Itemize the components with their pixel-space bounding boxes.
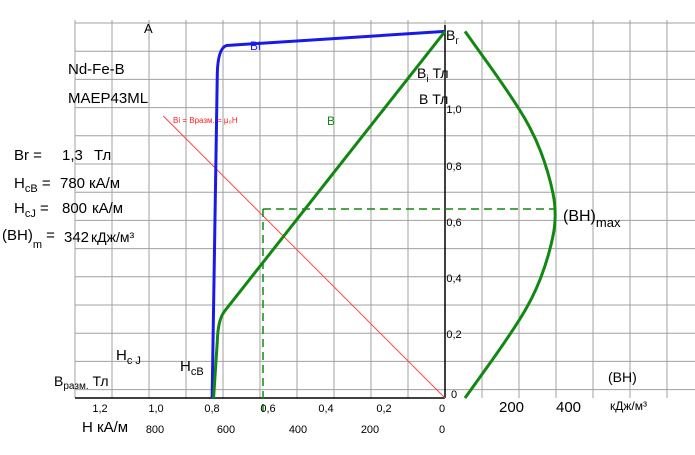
b-razm-tick: 0,6 (260, 403, 275, 415)
material-label: Nd-Fe-B (68, 61, 125, 78)
point-a-label: A (144, 21, 153, 36)
bi-axis-label: Bi Тл (417, 65, 449, 85)
bh-tick-400: 400 (556, 399, 581, 416)
h-tick: 400 (289, 424, 307, 436)
right-b-tick: 1,0 (446, 104, 461, 116)
hcj-unit: кА/м (92, 200, 123, 217)
b-axis-label: B Тл (419, 91, 448, 107)
hcb-name: HcB = (14, 175, 51, 195)
br-right-label: Bг (446, 27, 459, 47)
b-curve-label: B (327, 114, 335, 128)
right-b-tick: 0 (451, 389, 457, 401)
hcb-unit: кА/м (89, 175, 120, 192)
series-bh-curve (463, 30, 557, 399)
bi-curve-label: Bi (250, 39, 261, 53)
right-b-tick: 0,4 (446, 273, 461, 285)
hcb-value: 780 (60, 175, 85, 192)
hcj-curve-label: Hc J (116, 347, 141, 367)
b-razm-tick: 0 (439, 403, 445, 415)
bhm-unit: кДж/м³ (91, 229, 134, 245)
red-line-label: Bi = Bразм. = μ₀H (173, 116, 238, 125)
br-name: Br = (14, 147, 42, 164)
bhm-name: (BH)m = (2, 227, 55, 251)
h-tick: 0 (439, 424, 445, 436)
h-tick: 600 (217, 424, 235, 436)
grade-label: MAEP43ML (68, 90, 148, 107)
tick-labels: 1,2 1,0 0,8 0,6 0,4 0,2 0 800 600 400 200 0 1,0 0,8 0,… (92, 104, 461, 436)
b-razm-tick: 0,2 (376, 403, 391, 415)
right-b-tick: 0,2 (446, 329, 461, 341)
h-axis-label: H кА/м (82, 419, 128, 436)
bh-unit-label: кДж/м³ (610, 399, 647, 413)
series-bi-line (210, 29, 446, 399)
h-tick: 200 (361, 424, 379, 436)
series-bi-eq-mu0h-line (162, 115, 446, 399)
b-razm-tick: 0,8 (204, 403, 219, 415)
right-b-tick: 0,8 (446, 161, 461, 173)
hcj-value: 800 (62, 200, 87, 217)
bh-max-label: (BH)max (563, 208, 621, 230)
bhm-value: 342 (64, 229, 89, 246)
hcj-name: HcJ = (14, 200, 49, 220)
bh-axis-label: (BH) (608, 369, 637, 385)
b-razm-tick: 0,4 (318, 403, 333, 415)
right-b-tick: 0,6 (446, 217, 461, 229)
b-razm-tick: 1,0 (148, 403, 163, 415)
chart-grid (74, 20, 695, 398)
bh-tick-200: 200 (499, 399, 524, 416)
br-value: 1,3 (62, 147, 83, 164)
series-b-line (212, 30, 447, 399)
h-tick: 800 (146, 424, 164, 436)
br-unit: Тл (94, 147, 111, 164)
b-razm-tick: 1,2 (92, 403, 107, 415)
